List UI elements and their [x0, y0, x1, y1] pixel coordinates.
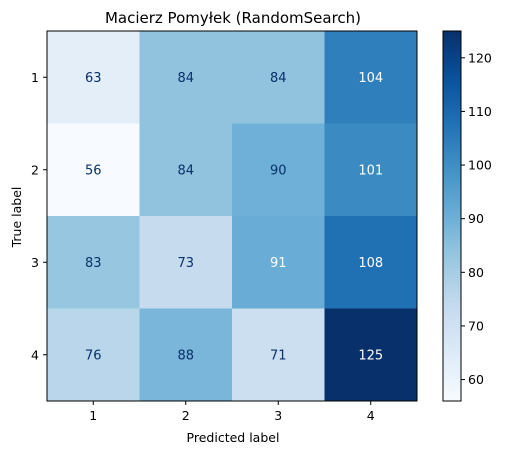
cell-value-label: 83 [85, 256, 102, 271]
x-tick-label: 4 [367, 408, 375, 423]
heatmap-cell [139, 308, 233, 402]
colorbar-tick-label: 100 [468, 158, 492, 173]
cell-value-label: 88 [177, 348, 194, 363]
heatmap-cell [232, 216, 325, 309]
x-tick-label: 2 [182, 408, 190, 423]
heatmap-cell [232, 31, 325, 124]
heatmap-cell [232, 308, 325, 402]
x-axis-label: Predicted label [187, 430, 280, 445]
y-tick-label: 4 [31, 347, 39, 362]
cell-value-label: 71 [270, 348, 287, 363]
y-tick-label: 3 [31, 255, 39, 270]
heatmap-cell [232, 123, 325, 217]
y-axis-label: True label [9, 187, 24, 249]
cell-value-label: 84 [177, 71, 194, 86]
heatmap-cell [139, 123, 233, 217]
colorbar-tick-label: 60 [468, 372, 484, 387]
cell-value-label: 73 [177, 256, 194, 271]
heatmap-cell [324, 308, 418, 402]
heatmap-cell [324, 31, 418, 124]
colorbar-tick-label: 120 [468, 50, 492, 65]
colorbar: 60 70 80 90 100 110 120 [442, 30, 492, 402]
cell-value-label: 91 [270, 256, 287, 271]
y-tick-label: 2 [31, 162, 39, 177]
colorbar-tick-label: 70 [468, 318, 484, 333]
cell-value-label: 56 [85, 163, 102, 178]
x-tick-label: 1 [89, 408, 97, 423]
cell-value-label: 76 [85, 348, 102, 363]
y-tick-label: 1 [31, 70, 39, 85]
x-axis-ticks: 1 2 3 4 [89, 401, 375, 423]
colorbar-tick-label: 80 [468, 265, 484, 280]
heatmap-cell [47, 123, 140, 217]
heatmap-cell [324, 216, 418, 309]
heatmap-cell [139, 216, 233, 309]
colorbar-gradient [442, 30, 462, 402]
heatmap-cell [324, 123, 418, 217]
colorbar-tick-label: 90 [468, 211, 484, 226]
heatmap-cell [47, 31, 140, 124]
cell-value-label: 104 [358, 71, 383, 86]
cell-value-label: 84 [270, 71, 287, 86]
cell-value-label: 101 [358, 163, 383, 178]
cell-value-label: 125 [358, 348, 383, 363]
heatmap-cell [47, 308, 140, 402]
plot-frame [46, 30, 418, 402]
heatmap-cell [47, 216, 140, 309]
colorbar-tick-label: 110 [468, 104, 492, 119]
cell-value-label: 84 [177, 163, 194, 178]
heatmap-cells: 63 84 84 104 56 84 90 101 83 73 91 108 76 88 71 125 [46, 30, 418, 402]
x-tick-label: 3 [274, 408, 282, 423]
cell-value-label: 63 [85, 71, 102, 86]
cell-value-label: 90 [270, 163, 287, 178]
y-axis-ticks: 1 2 3 4 [31, 70, 47, 362]
heatmap-cell [139, 31, 233, 124]
cell-value-label: 108 [358, 256, 383, 271]
chart-title: Macierz Pomyłek (RandomSearch) [105, 9, 361, 27]
